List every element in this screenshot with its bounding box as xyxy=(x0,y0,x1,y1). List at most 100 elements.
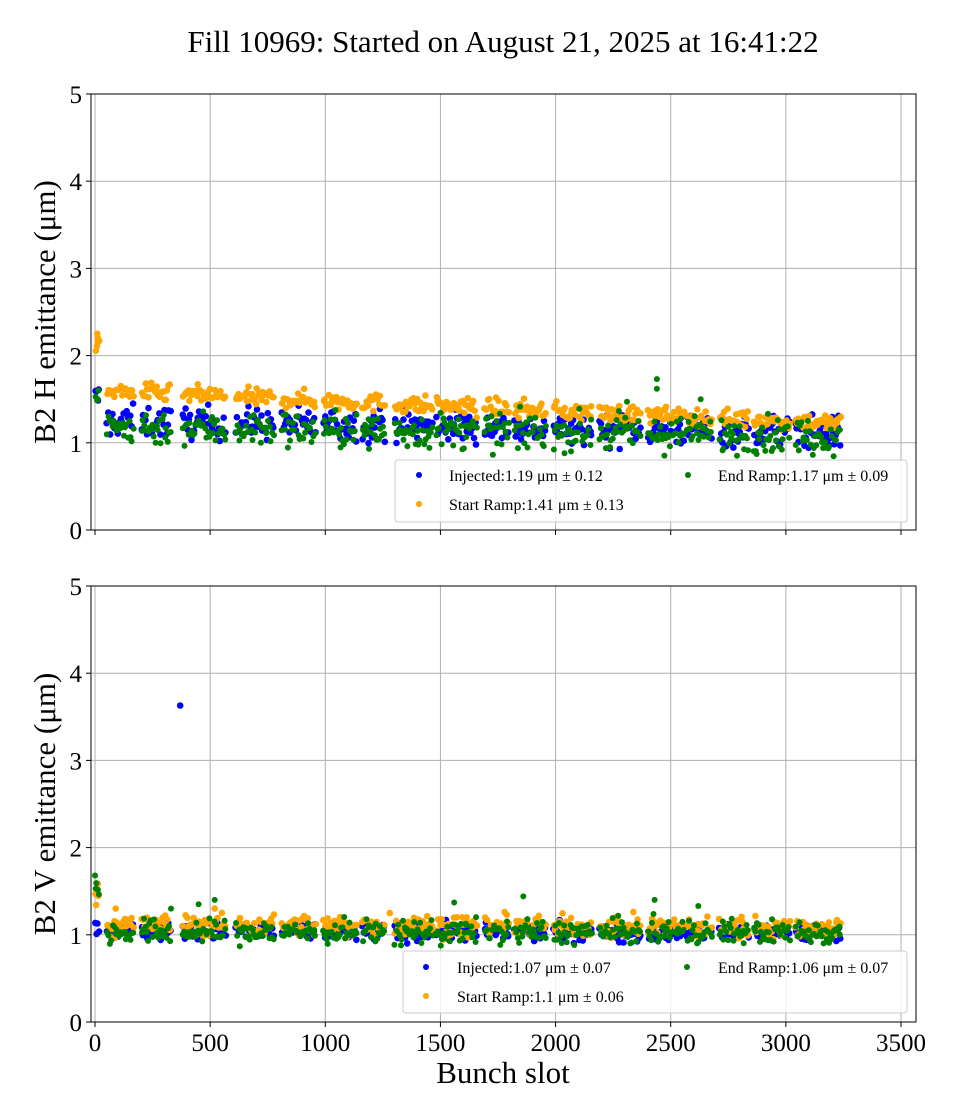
x-tick-label: 0 xyxy=(89,1030,102,1057)
point-end-ramp xyxy=(542,423,549,429)
point-start-ramp xyxy=(438,916,446,923)
point-end-ramp xyxy=(338,425,344,431)
point-end-ramp xyxy=(454,929,461,936)
point-end-ramp xyxy=(396,931,403,938)
point-start-ramp xyxy=(111,393,118,401)
point-end-ramp xyxy=(400,436,407,443)
point-injected xyxy=(182,405,189,412)
point-start-ramp xyxy=(538,400,545,408)
point-start-ramp xyxy=(756,413,763,421)
point-end-ramp xyxy=(725,937,732,944)
point-end-ramp xyxy=(613,417,620,423)
point-end-ramp xyxy=(268,924,275,930)
point-start-ramp xyxy=(128,914,135,922)
point-end-ramp xyxy=(270,936,277,943)
legend: Injected:1.07 μm ± 0.07 Start Ramp:1.1 μ… xyxy=(402,950,908,1014)
point-injected xyxy=(188,436,195,444)
point-end-ramp xyxy=(607,444,613,451)
point-end-ramp xyxy=(702,920,709,927)
subplot-vertical: 0 500 1000 1500 2000 2500 3000 3500 0 1 2 3 4 5 B2 V … xyxy=(27,574,926,1057)
point-start-ramp xyxy=(671,916,678,923)
point-end-ramp xyxy=(336,931,343,938)
y-tick-label: 1 xyxy=(70,923,83,950)
point-injected xyxy=(620,939,627,946)
point-end-ramp xyxy=(743,922,750,928)
point-end-ramp xyxy=(154,427,161,433)
point-start-ramp xyxy=(163,387,171,394)
point-end-ramp xyxy=(603,922,610,929)
point-end-ramp xyxy=(259,933,266,940)
point-start-ramp xyxy=(364,402,372,409)
point-end-ramp xyxy=(375,436,382,443)
point-start-ramp xyxy=(559,910,566,917)
point-end-ramp xyxy=(266,423,273,430)
point-end-ramp xyxy=(633,938,640,945)
point-end-ramp xyxy=(411,422,418,429)
point-end-ramp xyxy=(206,915,213,922)
point-end-ramp xyxy=(94,396,101,403)
point-end-ramp xyxy=(504,434,511,441)
point-end-ramp xyxy=(340,441,347,448)
point-injected xyxy=(220,414,227,422)
point-end-ramp xyxy=(553,422,560,429)
point-start-ramp xyxy=(206,385,214,393)
point-start-ramp xyxy=(162,396,170,404)
point-injected xyxy=(662,424,669,431)
point-end-ramp xyxy=(565,931,572,938)
y-tick-label: 2 xyxy=(70,344,83,371)
point-end-ramp xyxy=(219,425,226,432)
point-end-ramp xyxy=(565,426,572,433)
point-end-ramp xyxy=(532,414,539,421)
point-end-ramp xyxy=(437,409,444,416)
legend-marker-start-ramp xyxy=(416,501,422,507)
point-end-ramp xyxy=(677,415,684,422)
point-end-ramp xyxy=(237,426,243,433)
point-end-ramp xyxy=(345,420,351,427)
point-end-ramp xyxy=(411,919,418,925)
point-end-ramp xyxy=(489,451,496,458)
point-start-ramp xyxy=(659,416,666,423)
point-end-ramp xyxy=(836,426,843,433)
point-start-ramp xyxy=(221,393,229,401)
point-end-ramp xyxy=(139,417,146,424)
point-end-ramp xyxy=(772,429,778,436)
y-tick-label: 0 xyxy=(70,518,83,545)
point-end-ramp-outlier xyxy=(211,896,218,903)
point-end-ramp xyxy=(743,435,750,442)
point-injected xyxy=(333,421,341,428)
point-start-ramp xyxy=(420,407,427,415)
point-end-ramp xyxy=(233,920,239,926)
point-end-ramp xyxy=(436,425,442,432)
point-start-ramp xyxy=(93,342,101,350)
point-injected xyxy=(233,413,241,421)
point-end-ramp xyxy=(186,933,193,940)
point-end-ramp xyxy=(350,436,357,443)
point-end-ramp xyxy=(433,432,440,439)
point-end-ramp xyxy=(558,940,565,946)
point-end-ramp xyxy=(345,932,351,939)
point-start-ramp xyxy=(270,393,277,401)
point-start-ramp xyxy=(471,407,479,415)
point-injected xyxy=(836,442,844,449)
point-end-ramp xyxy=(191,933,198,940)
point-start-ramp xyxy=(670,408,678,416)
point-end-ramp xyxy=(291,426,298,433)
point-end-ramp xyxy=(558,933,564,940)
point-end-ramp xyxy=(600,933,607,940)
point-start-ramp xyxy=(145,394,152,401)
point-end-ramp xyxy=(395,921,402,928)
point-end-ramp xyxy=(561,450,568,457)
point-end-ramp xyxy=(95,387,102,394)
point-end-ramp xyxy=(488,413,495,420)
point-end-ramp xyxy=(150,433,157,440)
point-end-ramp xyxy=(806,428,813,435)
point-start-ramp xyxy=(376,392,384,400)
point-end-ramp xyxy=(181,442,188,449)
subplot-horizontal: 0 1 2 3 4 5 B2 H emittance (μm) Injected:1.19… xyxy=(27,82,917,545)
point-end-ramp xyxy=(309,418,316,425)
point-start-ramp xyxy=(128,387,136,394)
point-end-ramp xyxy=(818,434,825,441)
point-start-ramp xyxy=(453,914,461,921)
point-end-ramp xyxy=(762,447,769,454)
point-end-ramp xyxy=(665,434,672,441)
